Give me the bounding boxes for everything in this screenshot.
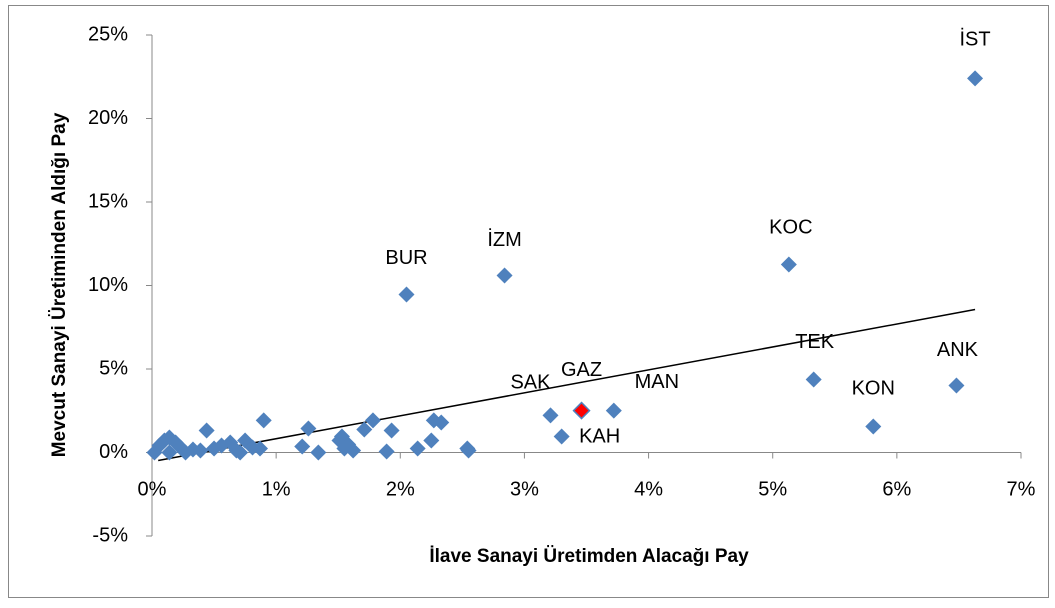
point bbox=[423, 432, 440, 449]
point-label: İST bbox=[960, 28, 991, 51]
point bbox=[805, 371, 822, 388]
y-axis-title: Mevcut Sanayi Üretiminden Aldığı Pay bbox=[49, 112, 70, 457]
point-label: KON bbox=[852, 378, 895, 400]
point bbox=[780, 256, 797, 273]
point-label: ANK bbox=[937, 339, 979, 361]
point bbox=[232, 444, 249, 461]
point-label: KOC bbox=[769, 217, 812, 239]
y-tick-label: 10% bbox=[88, 274, 128, 296]
trendline bbox=[158, 308, 976, 462]
point bbox=[184, 441, 201, 458]
point bbox=[252, 440, 269, 457]
point-label: İZM bbox=[487, 228, 521, 251]
point bbox=[460, 442, 477, 459]
x-tick-label: 0% bbox=[138, 478, 167, 500]
y-tick-label: 25% bbox=[88, 23, 128, 45]
point bbox=[409, 440, 426, 457]
point bbox=[336, 440, 353, 457]
point bbox=[948, 377, 965, 394]
point bbox=[398, 286, 415, 303]
point bbox=[865, 418, 882, 435]
point bbox=[356, 421, 373, 438]
point bbox=[967, 70, 984, 87]
point bbox=[383, 422, 400, 439]
point bbox=[244, 439, 261, 456]
x-tick-label: 2% bbox=[386, 478, 415, 500]
point bbox=[198, 422, 215, 439]
y-tick-label: 15% bbox=[88, 190, 128, 212]
point-label: SAK bbox=[510, 372, 551, 394]
point-label: GAZ bbox=[561, 359, 602, 381]
y-tick-label: 5% bbox=[99, 357, 128, 379]
point-label: BUR bbox=[385, 247, 427, 269]
x-tick-label: 4% bbox=[634, 478, 663, 500]
point bbox=[378, 443, 395, 460]
point-label: MAN bbox=[635, 371, 679, 393]
point-label: KAH bbox=[579, 426, 620, 448]
point bbox=[161, 444, 178, 461]
point bbox=[542, 407, 559, 424]
point bbox=[496, 267, 513, 284]
point bbox=[364, 412, 381, 429]
x-tick-label: 1% bbox=[262, 478, 291, 500]
point bbox=[572, 401, 591, 420]
x-tick-label: 7% bbox=[1007, 478, 1036, 500]
point bbox=[255, 412, 272, 429]
point bbox=[605, 402, 622, 419]
chart-frame bbox=[8, 5, 1049, 598]
point bbox=[300, 420, 317, 437]
point bbox=[294, 438, 311, 455]
x-axis-title: İlave Sanayi Üretimden Alacağı Pay bbox=[429, 546, 749, 567]
y-tick-label: -5% bbox=[92, 524, 128, 546]
y-tick-label: 0% bbox=[99, 441, 128, 463]
x-tick-label: 3% bbox=[510, 478, 539, 500]
x-tick-label: 5% bbox=[758, 478, 787, 500]
point-label: TEK bbox=[795, 331, 835, 353]
point bbox=[553, 428, 570, 445]
point bbox=[310, 444, 327, 461]
point bbox=[433, 414, 450, 431]
x-tick-label: 6% bbox=[882, 478, 911, 500]
y-tick-label: 20% bbox=[88, 107, 128, 129]
